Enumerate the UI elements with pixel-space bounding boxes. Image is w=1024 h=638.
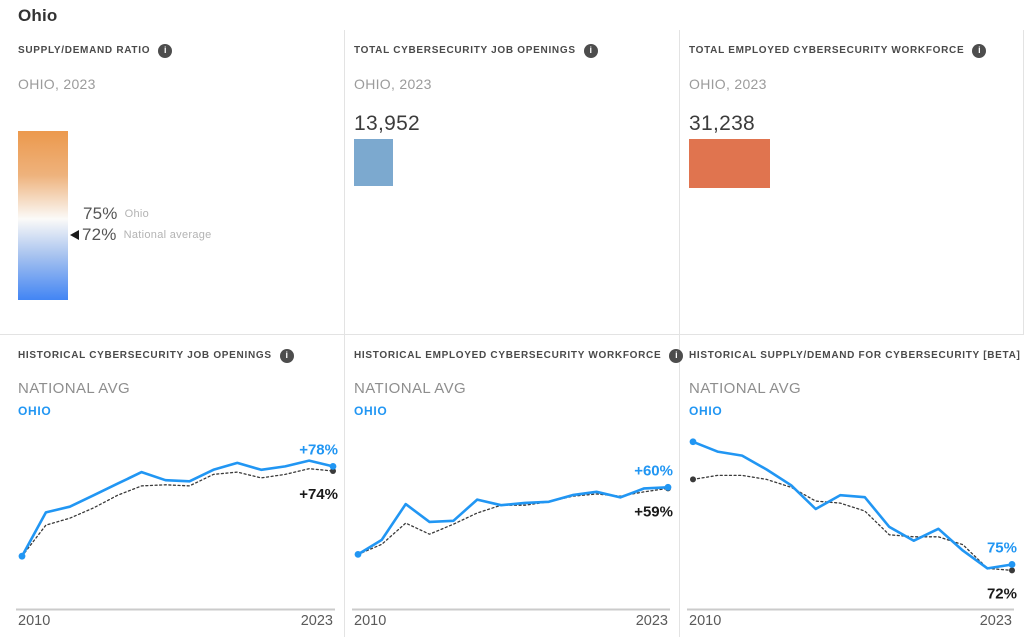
job-openings-bar [354, 139, 393, 186]
supply-demand-gauge: 75% Ohio 72% National average [18, 131, 318, 300]
panel-total-workforce: TOTAL EMPLOYED CYBERSECURITY WORKFORCE i… [680, 30, 1024, 335]
line-chart-supply-demand[interactable]: 2010 2023 72% 75% [680, 418, 1024, 636]
legend-ohio: OHIO [354, 404, 388, 418]
info-icon[interactable]: i [972, 43, 987, 58]
svg-text:2010: 2010 [354, 613, 386, 629]
panel-historical-supply-demand: HISTORICAL SUPPLY/DEMAND FOR CYBERSECURI… [680, 335, 1024, 637]
svg-text:2023: 2023 [301, 613, 333, 629]
panel-title: TOTAL EMPLOYED CYBERSECURITY WORKFORCE [689, 45, 965, 56]
line-chart-job-openings[interactable]: 2010 2023 +74% +78% [0, 418, 344, 636]
info-icon[interactable]: i [279, 348, 294, 363]
job-openings-value: 13,952 [354, 112, 421, 135]
svg-text:2023: 2023 [980, 613, 1012, 629]
legend-national-avg: NATIONAL AVG [18, 380, 131, 397]
national-average-marker-icon [70, 229, 79, 240]
legend-national-avg: NATIONAL AVG [689, 380, 802, 397]
national-ratio-row: 72% National average [70, 224, 212, 245]
dashboard-grid: SUPPLY/DEMAND RATIO i OHIO, 2023 75% Ohi… [0, 30, 1024, 637]
svg-text:72%: 72% [987, 585, 1017, 602]
panel-subtitle: OHIO, 2023 [354, 76, 432, 92]
page-title: Ohio [18, 6, 58, 25]
panel-subtitle: OHIO, 2023 [18, 76, 96, 92]
panel-title: HISTORICAL SUPPLY/DEMAND FOR CYBERSECURI… [689, 350, 1021, 361]
panel-title: SUPPLY/DEMAND RATIO [18, 45, 151, 56]
info-icon[interactable]: i [158, 43, 173, 58]
panel-title: TOTAL CYBERSECURITY JOB OPENINGS [354, 45, 576, 56]
state-ratio-label: Ohio [124, 207, 150, 220]
supply-demand-gradient-bar [18, 131, 68, 300]
line-chart-workforce[interactable]: 2010 2023 +59% +60% [345, 418, 679, 636]
legend-ohio: OHIO [18, 404, 52, 418]
panel-historical-job-openings: HISTORICAL CYBERSECURITY JOB OPENINGS i … [0, 335, 345, 637]
svg-text:+78%: +78% [299, 441, 338, 458]
legend-national-avg: NATIONAL AVG [354, 380, 467, 397]
svg-text:2010: 2010 [689, 613, 721, 629]
panel-historical-workforce: HISTORICAL EMPLOYED CYBERSECURITY WORKFO… [345, 335, 684, 637]
legend-ohio: OHIO [689, 404, 723, 418]
svg-text:2023: 2023 [636, 613, 668, 629]
info-icon[interactable]: i [669, 348, 684, 363]
svg-text:2010: 2010 [18, 613, 50, 629]
panel-header: TOTAL EMPLOYED CYBERSECURITY WORKFORCE i [689, 43, 1023, 58]
panel-header: HISTORICAL SUPPLY/DEMAND FOR CYBERSECURI… [689, 348, 1024, 363]
svg-text:75%: 75% [987, 539, 1017, 556]
state-ratio-value: 75% [83, 203, 118, 223]
state-ratio-row: 75% Ohio [70, 203, 212, 224]
national-ratio-value: 72% [82, 224, 117, 244]
panel-total-job-openings: TOTAL CYBERSECURITY JOB OPENINGS i OHIO,… [345, 30, 680, 335]
svg-text:+60%: +60% [634, 462, 673, 479]
panel-header: HISTORICAL EMPLOYED CYBERSECURITY WORKFO… [354, 348, 684, 363]
workforce-value: 31,238 [689, 112, 756, 135]
svg-text:+74%: +74% [299, 486, 338, 503]
gauge-annotations: 75% Ohio 72% National average [70, 203, 212, 245]
panel-supply-demand-ratio: SUPPLY/DEMAND RATIO i OHIO, 2023 75% Ohi… [0, 30, 345, 335]
panel-header: HISTORICAL CYBERSECURITY JOB OPENINGS i [18, 348, 344, 363]
svg-text:+59%: +59% [634, 503, 673, 520]
national-ratio-label: National average [123, 228, 212, 241]
info-icon[interactable]: i [583, 43, 598, 58]
panel-title: HISTORICAL EMPLOYED CYBERSECURITY WORKFO… [354, 350, 662, 361]
panel-subtitle: OHIO, 2023 [689, 76, 767, 92]
panel-header: TOTAL CYBERSECURITY JOB OPENINGS i [354, 43, 679, 58]
panel-header: SUPPLY/DEMAND RATIO i [18, 43, 344, 58]
panel-title: HISTORICAL CYBERSECURITY JOB OPENINGS [18, 350, 272, 361]
workforce-bar [689, 139, 770, 188]
